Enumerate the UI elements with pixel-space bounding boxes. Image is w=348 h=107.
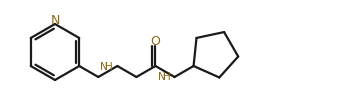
Text: N: N (50, 13, 60, 27)
Text: H: H (105, 62, 113, 71)
Text: N: N (100, 62, 108, 71)
Text: O: O (151, 34, 160, 48)
Text: N: N (158, 72, 166, 82)
Text: H: H (163, 72, 171, 82)
